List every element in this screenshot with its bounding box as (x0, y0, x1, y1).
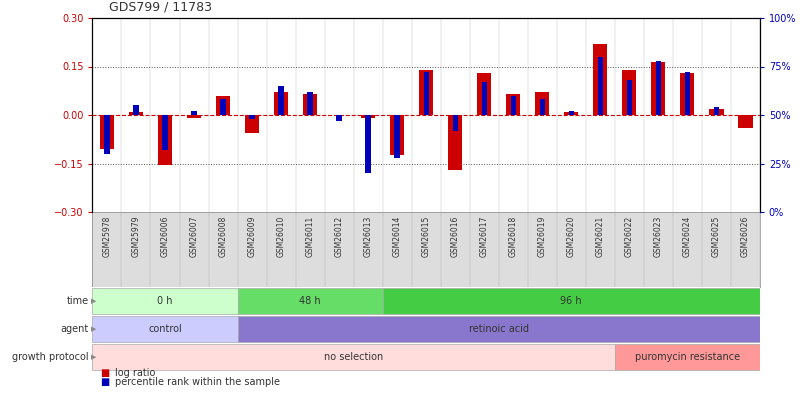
Text: GSM26020: GSM26020 (566, 216, 575, 257)
Bar (568, 111, 573, 115)
Bar (534, 92, 548, 115)
Text: GSM26010: GSM26010 (276, 216, 285, 257)
Text: GSM26014: GSM26014 (392, 216, 402, 257)
Bar (394, 115, 399, 158)
Bar (622, 70, 636, 115)
Bar (650, 62, 665, 115)
Bar (336, 115, 341, 121)
Text: GSM26026: GSM26026 (740, 216, 749, 257)
Text: ▶: ▶ (91, 354, 96, 360)
Bar (92, 288, 237, 313)
Text: GSM26008: GSM26008 (218, 216, 227, 257)
Bar (737, 115, 752, 128)
Text: GSM26018: GSM26018 (508, 216, 517, 257)
Bar (249, 115, 255, 119)
Text: control: control (148, 324, 181, 334)
Text: log ratio: log ratio (115, 369, 155, 378)
Text: GSM26022: GSM26022 (624, 216, 633, 257)
Bar (684, 72, 689, 115)
Text: percentile rank within the sample: percentile rank within the sample (115, 377, 279, 386)
Bar (365, 115, 370, 173)
Text: GSM26016: GSM26016 (450, 216, 459, 257)
Text: GSM26009: GSM26009 (247, 216, 256, 257)
Bar (654, 61, 660, 115)
Text: 96 h: 96 h (560, 296, 581, 306)
Bar (220, 100, 226, 115)
Bar (361, 115, 375, 118)
Bar (307, 92, 312, 115)
Bar (104, 115, 109, 154)
Text: ▶: ▶ (91, 326, 96, 332)
Text: GSM26023: GSM26023 (653, 216, 662, 257)
Text: 48 h: 48 h (299, 296, 320, 306)
Text: growth protocol: growth protocol (12, 352, 88, 362)
Bar (592, 44, 607, 115)
Text: GSM26012: GSM26012 (334, 216, 343, 257)
Text: GSM26025: GSM26025 (711, 216, 719, 257)
Text: ■: ■ (100, 369, 110, 378)
Text: GSM26013: GSM26013 (363, 216, 372, 257)
Bar (133, 105, 138, 115)
Text: GSM25979: GSM25979 (132, 216, 141, 257)
Bar (539, 100, 544, 115)
Bar (274, 92, 288, 115)
Bar (162, 115, 167, 150)
Text: GSM26015: GSM26015 (421, 216, 430, 257)
Bar (278, 86, 283, 115)
Bar (476, 73, 491, 115)
Bar (713, 107, 718, 115)
Bar (237, 288, 382, 313)
Text: no selection: no selection (324, 352, 383, 362)
Bar (303, 94, 317, 115)
Text: retinoic acid: retinoic acid (468, 324, 528, 334)
Bar (626, 80, 631, 115)
Bar (100, 115, 114, 149)
Bar (614, 344, 759, 370)
Bar (92, 344, 614, 370)
Text: GSM26024: GSM26024 (682, 216, 691, 257)
Text: agent: agent (60, 324, 88, 334)
Bar (481, 82, 486, 115)
Text: GSM26011: GSM26011 (305, 216, 314, 257)
Bar (389, 115, 404, 156)
Text: GSM26006: GSM26006 (161, 216, 169, 257)
Bar (157, 115, 172, 165)
Text: 0 h: 0 h (157, 296, 173, 306)
Bar (708, 109, 723, 115)
Bar (597, 57, 602, 115)
Bar (510, 96, 516, 115)
Bar (92, 316, 237, 341)
Bar (244, 115, 259, 133)
Bar (382, 288, 759, 313)
Bar (186, 115, 201, 118)
Bar (128, 112, 143, 115)
Text: GSM26021: GSM26021 (595, 216, 604, 257)
Text: GSM25978: GSM25978 (102, 216, 112, 257)
Text: puromycin resistance: puromycin resistance (634, 352, 739, 362)
Text: GSM26019: GSM26019 (537, 216, 546, 257)
Bar (418, 70, 433, 115)
Bar (423, 72, 428, 115)
Text: GSM26007: GSM26007 (190, 216, 198, 257)
Bar (237, 316, 759, 341)
Bar (215, 96, 230, 115)
Text: GDS799 / 11783: GDS799 / 11783 (108, 1, 211, 14)
Text: ■: ■ (100, 377, 110, 386)
Bar (191, 111, 197, 115)
Bar (505, 94, 520, 115)
Text: time: time (66, 296, 88, 306)
Text: GSM26017: GSM26017 (479, 216, 488, 257)
Bar (452, 115, 457, 130)
Bar (447, 115, 462, 170)
Bar (679, 73, 694, 115)
Text: ▶: ▶ (91, 298, 96, 304)
Bar (563, 112, 577, 115)
